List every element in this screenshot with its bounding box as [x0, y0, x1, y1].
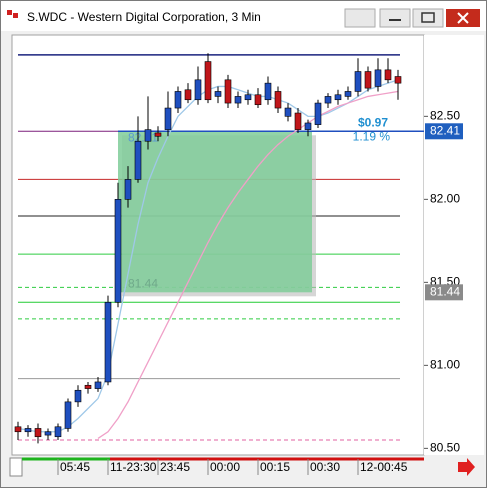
price-tag — [425, 123, 463, 140]
candle-body — [64, 401, 72, 429]
candle-body — [84, 384, 92, 389]
candle-body — [24, 428, 32, 433]
candle-body — [124, 179, 132, 200]
candle-body — [334, 94, 342, 101]
candle-body — [274, 91, 282, 109]
candle-body — [154, 132, 162, 137]
candle-body — [144, 129, 152, 142]
candle-body — [304, 122, 312, 130]
trade-profit: $0.97 — [358, 115, 388, 129]
candle-body — [14, 426, 22, 433]
trade-box — [118, 131, 312, 293]
candle-body — [374, 69, 382, 87]
x-tick-label: 00:15 — [260, 460, 290, 474]
candle-body — [54, 426, 62, 438]
candle-body — [324, 96, 332, 104]
maximize-button[interactable] — [412, 8, 444, 28]
x-tick-label: 05:45 — [60, 460, 90, 474]
candle-body — [214, 91, 222, 97]
candle-body — [74, 389, 82, 403]
candle-body — [234, 96, 242, 104]
y-tick-label: 82.50 — [430, 109, 460, 123]
candle-body — [94, 381, 102, 389]
trade-exit-label: 82.41 — [128, 130, 158, 144]
x-tick-label: 23:45 — [160, 460, 190, 474]
price-tag-label: 82.41 — [430, 123, 460, 137]
candle-body — [104, 301, 112, 383]
candle-body — [134, 140, 142, 180]
candle-body — [264, 82, 272, 101]
candle-body — [394, 76, 402, 84]
minimize-button[interactable] — [379, 8, 411, 28]
candle-body — [254, 94, 262, 106]
candle-body — [204, 61, 212, 101]
candle-body — [164, 107, 172, 130]
trade-percent: 1.19 % — [353, 129, 391, 143]
candle-body — [34, 428, 42, 438]
link-button[interactable] — [344, 8, 376, 28]
moving-average — [97, 90, 399, 439]
candle-body — [114, 199, 122, 303]
window-title: S.WDC - Western Digital Corporation, 3 M… — [27, 10, 261, 24]
candle-body — [294, 112, 302, 130]
candle-body — [224, 79, 232, 104]
candle-body — [194, 79, 202, 101]
candle-body — [384, 69, 392, 81]
price-axis — [424, 35, 484, 455]
price-tag — [425, 284, 463, 301]
candle-body — [284, 107, 292, 117]
x-tick-label: 11-23:30 — [110, 460, 157, 474]
candle-body — [184, 89, 192, 101]
trade-entry-label: 81.44 — [128, 276, 158, 290]
price-tag-label: 81.44 — [430, 284, 460, 298]
y-tick-label: 80.50 — [430, 441, 460, 455]
x-tick-label: 00:00 — [210, 460, 240, 474]
candle-body — [174, 91, 182, 109]
y-tick-label: 81.00 — [430, 358, 460, 372]
candle-body — [344, 91, 352, 97]
candle-body — [364, 71, 372, 89]
app-icon — [13, 13, 18, 18]
scroll-box[interactable] — [9, 457, 23, 477]
candle-body — [314, 102, 322, 125]
x-tick-label: 12-00:45 — [360, 460, 408, 474]
candle-body — [354, 71, 362, 92]
y-tick-label: 82.00 — [430, 192, 460, 206]
app-icon — [7, 10, 12, 15]
scroll-right-arrow[interactable] — [458, 458, 475, 476]
candle-body — [244, 94, 252, 101]
candle-body — [44, 431, 52, 436]
x-tick-label: 00:30 — [310, 460, 340, 474]
